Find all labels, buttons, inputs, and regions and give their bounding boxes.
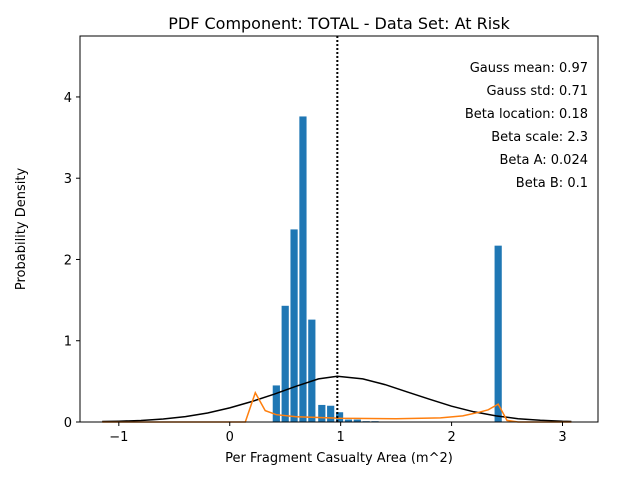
bars-group xyxy=(272,116,502,422)
bar xyxy=(494,245,502,422)
bar xyxy=(344,419,353,422)
y-axis-label: Probability Density xyxy=(14,168,29,291)
y-tick-label: 3 xyxy=(64,172,72,187)
bar xyxy=(353,419,361,422)
annotation-text: Gauss mean: 0.97 xyxy=(470,61,588,76)
bar xyxy=(290,229,298,422)
bar xyxy=(281,305,289,422)
annotation-text: Beta scale: 2.3 xyxy=(491,130,588,145)
bar xyxy=(335,412,344,422)
plot-frame xyxy=(79,35,599,423)
annotation-text: Gauss std: 0.71 xyxy=(486,84,588,99)
bar xyxy=(327,405,335,422)
annotation-text: Beta A: 0.024 xyxy=(499,153,588,168)
x-ticks-group: −1 0 1 2 3 xyxy=(109,422,567,445)
x-tick-label: −1 xyxy=(109,430,128,445)
bar xyxy=(318,404,326,422)
bar xyxy=(308,319,316,422)
x-axis-label: Per Fragment Casualty Area (m^2) xyxy=(225,451,453,466)
x-tick-label: 1 xyxy=(337,430,345,445)
annotation-text: Beta location: 0.18 xyxy=(465,107,588,122)
beta-curve xyxy=(102,390,572,423)
y-ticks-group: 0 1 2 3 4 xyxy=(64,91,80,431)
bar xyxy=(299,116,307,422)
x-tick-label: 2 xyxy=(447,430,455,445)
y-tick-label: 4 xyxy=(64,91,72,106)
y-tick-label: 1 xyxy=(64,335,72,350)
bar xyxy=(272,385,280,422)
x-tick-label: 0 xyxy=(226,430,234,445)
chart-title: PDF Component: TOTAL - Data Set: At Risk xyxy=(168,14,510,33)
annotation-text: Beta B: 0.1 xyxy=(516,176,588,191)
y-tick-label: 0 xyxy=(64,416,72,431)
x-tick-label: 3 xyxy=(558,430,566,445)
y-tick-label: 2 xyxy=(64,253,72,268)
annotations-group: Gauss mean: 0.97 Gauss std: 0.71 Beta loca… xyxy=(465,61,588,191)
